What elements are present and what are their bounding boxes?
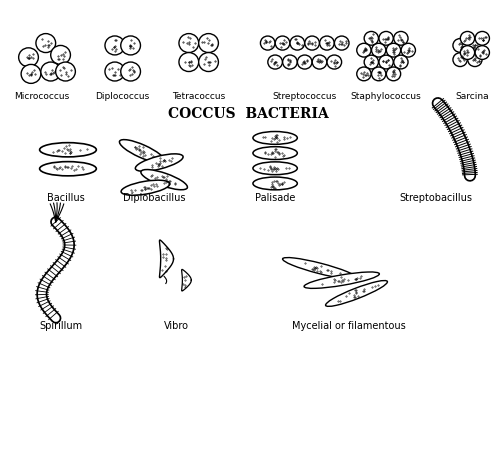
- Text: Sarcina: Sarcina: [456, 92, 489, 101]
- Circle shape: [199, 53, 218, 72]
- Circle shape: [312, 56, 327, 70]
- Text: Palisade: Palisade: [255, 193, 295, 203]
- Circle shape: [357, 44, 371, 58]
- Circle shape: [275, 37, 290, 51]
- Circle shape: [199, 35, 218, 53]
- Ellipse shape: [253, 132, 297, 145]
- Circle shape: [394, 56, 408, 70]
- Circle shape: [121, 63, 140, 82]
- Circle shape: [305, 37, 319, 51]
- Circle shape: [453, 54, 467, 68]
- Circle shape: [268, 56, 282, 70]
- Ellipse shape: [283, 258, 357, 279]
- Ellipse shape: [304, 272, 379, 289]
- Text: Tetracoccus: Tetracoccus: [172, 92, 225, 101]
- Ellipse shape: [40, 162, 96, 177]
- Text: Bacillus: Bacillus: [47, 193, 84, 203]
- Text: Diplococcus: Diplococcus: [96, 92, 150, 101]
- Circle shape: [372, 68, 386, 81]
- Circle shape: [21, 65, 41, 84]
- Circle shape: [475, 47, 490, 60]
- Ellipse shape: [253, 162, 297, 175]
- Text: Spirillum: Spirillum: [39, 321, 82, 331]
- Ellipse shape: [325, 281, 387, 307]
- Ellipse shape: [120, 140, 165, 163]
- Circle shape: [121, 37, 140, 56]
- Circle shape: [475, 32, 490, 46]
- Circle shape: [468, 54, 482, 68]
- Circle shape: [468, 40, 482, 53]
- Circle shape: [327, 56, 342, 70]
- Text: Streptobacillus: Streptobacillus: [399, 193, 472, 203]
- Circle shape: [319, 37, 334, 51]
- Circle shape: [290, 37, 305, 51]
- Circle shape: [364, 32, 378, 46]
- Ellipse shape: [135, 155, 183, 172]
- Circle shape: [105, 63, 124, 82]
- Circle shape: [105, 37, 124, 56]
- Text: Vibro: Vibro: [164, 321, 189, 331]
- Circle shape: [179, 35, 199, 53]
- Text: Streptococcus: Streptococcus: [273, 92, 337, 101]
- Circle shape: [379, 56, 393, 70]
- Circle shape: [283, 56, 297, 70]
- Circle shape: [453, 40, 467, 53]
- Circle shape: [357, 68, 371, 81]
- Polygon shape: [159, 240, 174, 278]
- Circle shape: [19, 49, 38, 68]
- Circle shape: [51, 46, 70, 65]
- Circle shape: [41, 63, 61, 82]
- Circle shape: [394, 32, 408, 46]
- Circle shape: [364, 56, 378, 70]
- Polygon shape: [182, 270, 191, 291]
- Circle shape: [401, 44, 416, 58]
- Text: Micrococcus: Micrococcus: [14, 92, 69, 101]
- Circle shape: [334, 37, 349, 51]
- Ellipse shape: [121, 181, 170, 196]
- Circle shape: [386, 68, 401, 81]
- Circle shape: [379, 32, 393, 46]
- Circle shape: [56, 63, 75, 82]
- Circle shape: [298, 56, 312, 70]
- Ellipse shape: [253, 178, 297, 190]
- Circle shape: [460, 32, 475, 46]
- Text: Mycelial or filamentous: Mycelial or filamentous: [292, 321, 406, 331]
- Text: Diplobacillus: Diplobacillus: [123, 193, 186, 203]
- Text: Staphylococcus: Staphylococcus: [351, 92, 422, 101]
- Ellipse shape: [40, 143, 96, 158]
- Circle shape: [372, 44, 386, 58]
- Circle shape: [36, 35, 56, 53]
- Ellipse shape: [253, 148, 297, 160]
- Text: COCCUS  BACTERIA: COCCUS BACTERIA: [168, 107, 328, 121]
- Circle shape: [179, 53, 199, 72]
- Circle shape: [260, 37, 275, 51]
- Circle shape: [460, 47, 475, 60]
- Circle shape: [386, 44, 401, 58]
- Ellipse shape: [141, 170, 187, 190]
